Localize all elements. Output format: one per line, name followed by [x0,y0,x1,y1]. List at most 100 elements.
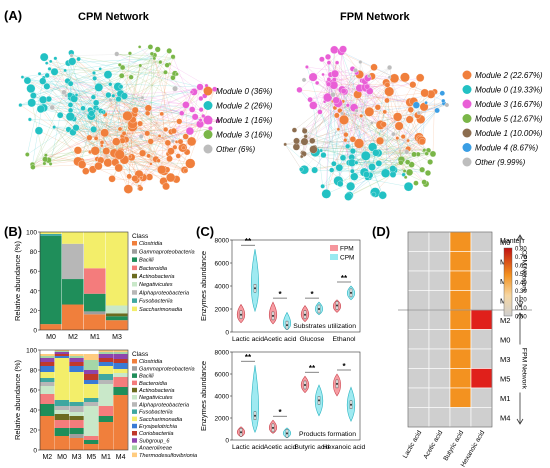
network-edge [354,176,409,187]
bar-segment [40,366,55,372]
legend-swatch [132,387,137,393]
network-edge [185,104,188,153]
violin-median [304,313,306,316]
network-node [49,104,55,111]
network-node [326,81,332,87]
network-node [340,111,344,116]
network-edge [27,80,201,88]
cpm-network-title: CPM Network [78,11,150,23]
network-node [340,88,347,94]
network-edge [34,70,66,96]
heatmap-cell [428,387,451,408]
network-node [406,168,414,176]
network-node [73,146,82,155]
network-edge [20,97,143,106]
network-node [140,95,145,100]
network-node [416,110,421,115]
heatmap-cell [428,270,451,291]
bar-segment [84,384,99,398]
network-node [139,175,144,180]
y-tick-label: 4000 [215,284,230,291]
network-node [67,80,74,87]
network-node [416,73,425,82]
network-node [163,69,168,75]
network-node [177,138,184,145]
network-node [427,159,434,165]
bar-segment [40,382,55,386]
network-edge [27,107,96,155]
network-edge [342,113,351,187]
network-node [170,54,176,60]
bar-segment [69,412,84,416]
fpm-legend-label: Other (9.99%) [475,158,526,167]
heatmap-cell [407,329,430,350]
heatmap-cell [428,407,451,428]
network-node [345,143,351,149]
network-node [118,84,124,90]
network-node [384,81,391,88]
violin-median [350,403,352,406]
network-edge [323,154,351,187]
network-edge [104,72,166,133]
network-edge [94,78,136,111]
violin-median [336,382,338,385]
network-node [114,51,120,57]
y-tick-label: 40 [30,408,38,415]
plot-frame [231,351,361,441]
bar-segment [106,320,128,330]
bar-segment [84,370,99,374]
network-edge [147,91,195,114]
network-node [323,92,333,103]
network-node [359,114,364,118]
network-node [283,142,287,147]
network-node [64,93,68,98]
network-node [170,139,175,144]
network-node [114,163,123,173]
heatmap-cell [470,231,493,252]
x-tick-label: M4 [116,454,126,461]
legend-swatch [132,423,137,429]
network-node [424,101,428,105]
network-edge [139,46,211,123]
network-edge [116,53,192,93]
network-edge [392,115,418,175]
bar-segment [98,422,114,450]
significance-mark: ** [341,274,348,283]
network-node [343,132,349,138]
network-node [131,106,139,114]
network-edge [89,72,166,138]
network-node [56,111,64,119]
network-node [354,108,359,113]
network-node [176,118,183,125]
network-node [353,138,365,149]
colorbar-title: Mantel'r [500,238,525,245]
panel-label-b: (B) [4,224,22,239]
bar-segment [69,366,84,372]
x-tick-label: Ethanol [332,336,356,343]
network-edge [313,134,346,150]
network-node [172,144,178,150]
heatmap-cell [428,348,451,369]
bar-segment [98,354,114,358]
arrow-head [516,418,524,425]
cpm-network-legend: Module 0 (36%) Module 2 (26%) Module 1 (16… [203,86,273,154]
network-node [196,83,204,91]
x-tick-label: Lactic acid [232,444,264,451]
network-edge [65,95,126,140]
network-node [375,160,383,167]
network-node [360,151,371,161]
network-node [119,137,126,144]
network-edge [40,108,201,125]
network-node [88,110,95,117]
network-node [404,149,410,155]
network-node [137,120,143,127]
network-edge [78,58,201,88]
network-node [111,93,116,98]
heatmap-cell [470,290,493,311]
heatmap-cell [470,309,493,330]
network-edge [338,92,425,102]
network-node [330,45,339,54]
network-edge [154,58,183,148]
legend-swatch [132,416,137,422]
network-node [18,103,23,108]
